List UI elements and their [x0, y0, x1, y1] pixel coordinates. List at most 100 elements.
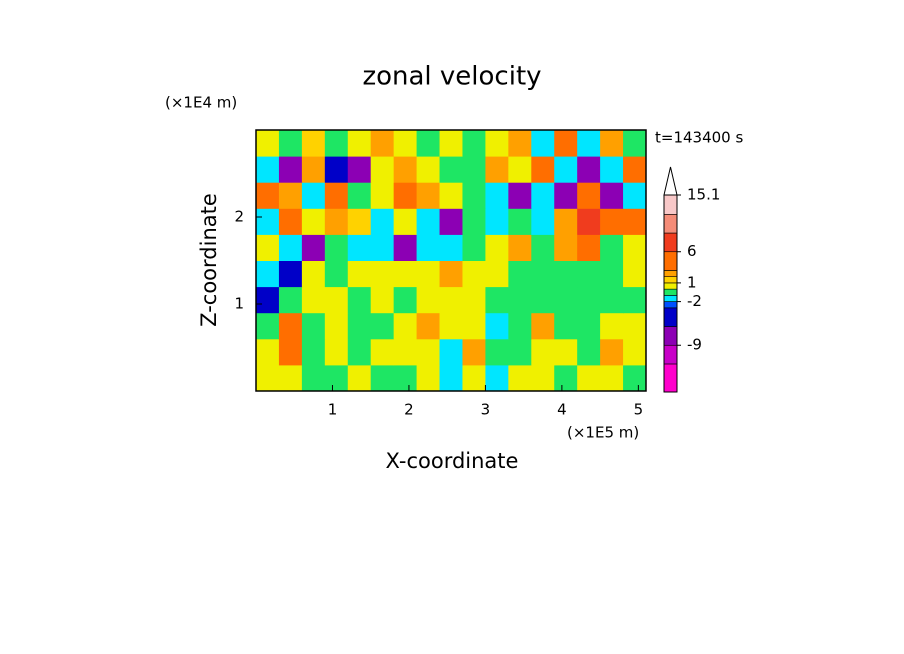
contour-cell: [623, 260, 647, 288]
contour-cell: [623, 182, 647, 209]
contour-cell: [508, 130, 532, 157]
contour-cell: [324, 130, 349, 157]
contour-cell: [577, 364, 601, 392]
contour-cell: [347, 130, 372, 157]
colorbar-tick-label: 1: [687, 273, 697, 291]
contour-cell: [416, 130, 441, 157]
contour-cell: [301, 364, 326, 392]
colorbar-tick-label: 15.1: [687, 186, 720, 204]
contour-cell: [278, 364, 303, 392]
contour-cell: [531, 182, 555, 209]
contour-cell: [416, 208, 441, 235]
y-scale-label: (×1E4 m): [165, 94, 237, 112]
colorbar-segment: [663, 288, 678, 296]
contour-cell: [485, 182, 509, 209]
x-tick-label: 5: [634, 401, 644, 419]
contour-cell: [439, 260, 463, 288]
contour-cell: [600, 156, 624, 183]
y-tick-label: 1: [234, 295, 244, 313]
colorbar-extension: [663, 166, 678, 196]
contour-cell: [508, 156, 532, 183]
contour-cell: [439, 156, 463, 183]
contour-cell: [256, 156, 280, 183]
colorbar-segment: [663, 326, 678, 346]
contour-cell: [508, 182, 532, 209]
contour-cell: [393, 182, 418, 209]
contour-cell: [623, 130, 647, 157]
contour-cell: [256, 260, 280, 288]
contour-cell: [508, 260, 532, 288]
contour-cell: [623, 286, 647, 314]
contour-cell: [623, 338, 647, 366]
chart-title: zonal velocity: [362, 62, 541, 92]
colorbar-segment: [663, 301, 678, 309]
contour-cell: [416, 286, 441, 314]
colorbar-tick-label: -2: [687, 292, 702, 310]
x-axis-title: X-coordinate: [386, 449, 519, 473]
contour-cell: [623, 208, 647, 235]
colorbar-segment: [663, 270, 678, 277]
contour-cell: [485, 130, 509, 157]
contour-cell: [347, 286, 372, 314]
contour-cell: [324, 338, 349, 366]
contour-cell: [256, 234, 280, 261]
contour-cell: [439, 182, 463, 209]
colorbar-frame: [663, 194, 678, 393]
contour-cell: [577, 312, 601, 340]
contour-cell: [324, 156, 349, 183]
contour-cell: [485, 364, 509, 392]
colorbar-segment: [663, 251, 678, 271]
contour-cell: [577, 208, 601, 235]
contour-cell: [393, 260, 418, 288]
contour-cell: [600, 182, 624, 209]
contour-cell: [301, 234, 326, 261]
colorbar-segment: [663, 307, 678, 327]
contour-cell: [393, 364, 418, 392]
contour-cell: [462, 234, 486, 261]
contour-cell: [256, 182, 280, 209]
contour-cell: [393, 338, 418, 366]
contour-cell: [439, 286, 463, 314]
contour-cell: [370, 208, 395, 235]
contour-cell: [256, 312, 280, 340]
contour-cell: [531, 130, 555, 157]
contour-cell: [393, 234, 418, 261]
contour-cell: [278, 338, 303, 366]
contour-cell: [347, 364, 372, 392]
contour-cell: [462, 286, 486, 314]
colorbar-segment: [663, 282, 678, 290]
contour-cell: [439, 130, 463, 157]
contour-cell: [347, 260, 372, 288]
contour-cell: [256, 130, 280, 157]
contour-cell: [462, 208, 486, 235]
contour-cell: [531, 364, 555, 392]
contour-cell: [416, 364, 441, 392]
contour-cell: [370, 130, 395, 157]
contour-cell: [347, 208, 372, 235]
contour-cell: [301, 156, 326, 183]
contour-cell: [600, 286, 624, 314]
contour-cell: [393, 156, 418, 183]
contour-cell: [600, 234, 624, 261]
contour-cell: [577, 130, 601, 157]
contour-cell: [531, 260, 555, 288]
contour-cell: [554, 234, 578, 261]
contour-cell: [577, 234, 601, 261]
contour-cell: [278, 312, 303, 340]
contour-cell: [531, 156, 555, 183]
contour-cell: [256, 338, 280, 366]
contour-cell: [485, 156, 509, 183]
contour-cell: [439, 364, 463, 392]
contour-cell: [301, 312, 326, 340]
contour-cell: [485, 208, 509, 235]
contour-cell: [554, 286, 578, 314]
y-axis-title: Z-coordinate: [197, 193, 221, 327]
contour-cell: [370, 312, 395, 340]
colorbar-segment: [663, 276, 678, 284]
contour-cell: [508, 286, 532, 314]
contour-cell: [347, 312, 372, 340]
contour-cell: [485, 312, 509, 340]
contour-cell: [485, 286, 509, 314]
contour-cell: [531, 208, 555, 235]
contour-cell: [531, 338, 555, 366]
